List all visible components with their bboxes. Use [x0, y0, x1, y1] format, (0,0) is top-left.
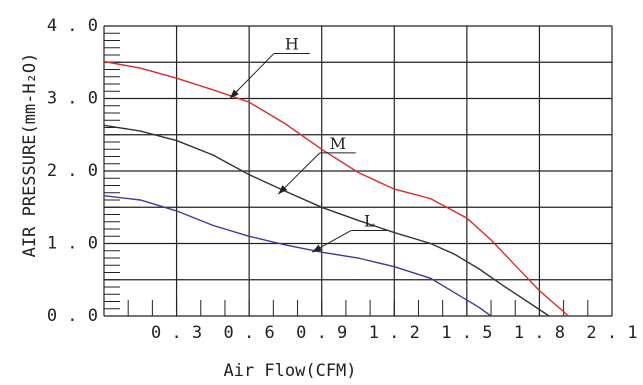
x-tick-label: 0 . 3 [151, 323, 202, 343]
x-tick-label: 0 . 6 [224, 323, 275, 343]
leader-arrow-m [278, 185, 288, 195]
x-tick-label: 2 . 1 [586, 323, 637, 343]
x-tick-label: 1 . 8 [514, 323, 565, 343]
y-tick-label: 2 . 0 [47, 161, 98, 181]
curve-label-m: M [330, 134, 346, 153]
x-tick-labels: 0 . 3 0 . 6 0 . 9 1 . 2 1 . 5 1 . 8 2 . 1 [151, 323, 638, 343]
x-tick-label: 1 . 2 [369, 323, 420, 343]
y-axis-title: AIR PRESSURE(mm-H₂O) [20, 53, 40, 258]
x-axis-title: Air Flow(CFM) [223, 361, 356, 381]
leader-arrow-l [312, 244, 322, 253]
x-tick-label: 0 . 9 [296, 323, 347, 343]
y-tick-label: 0 . 0 [47, 306, 98, 326]
curve-l [103, 195, 492, 317]
y-tick-label: 3 . 0 [47, 89, 98, 109]
curve-label-l: L [364, 211, 375, 230]
leader-arrow-h [229, 89, 239, 99]
leader-line-h [229, 53, 275, 99]
y-tick-label: 4 . 0 [47, 16, 98, 36]
y-tick-label: 1 . 0 [47, 234, 98, 254]
curves [103, 60, 569, 317]
curve-m [103, 124, 550, 317]
curve-h [103, 60, 569, 317]
y-tick-labels: 0 . 0 1 . 0 2 . 0 3 . 0 4 . 0 [47, 16, 98, 326]
leader-line-m [277, 152, 321, 195]
x-tick-label: 1 . 5 [441, 323, 492, 343]
curve-label-h: H [285, 35, 299, 54]
curve-annotations: H M L [229, 35, 388, 253]
grid [103, 25, 613, 317]
